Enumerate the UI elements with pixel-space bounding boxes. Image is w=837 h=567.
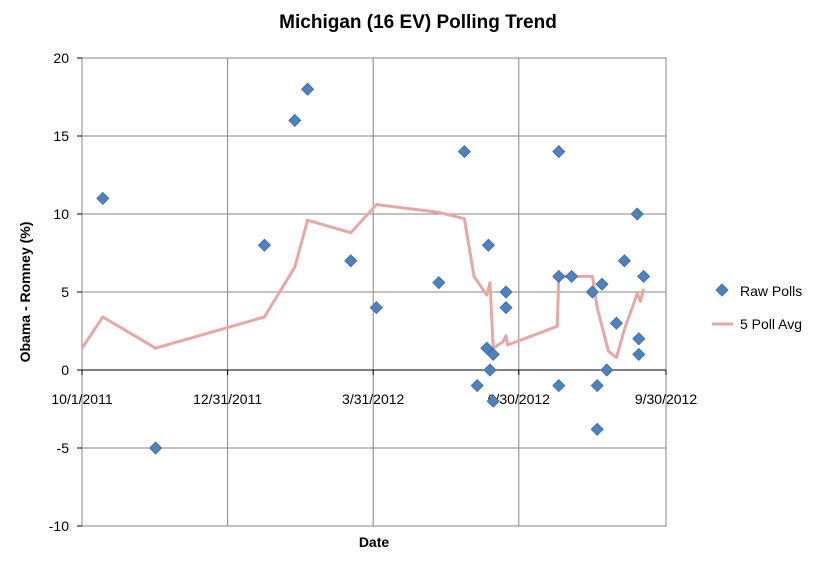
series-line-5-poll-avg bbox=[80, 203, 646, 359]
tick-label-y: 10 bbox=[53, 206, 69, 222]
data-point bbox=[432, 276, 446, 290]
chart-title: Michigan (16 EV) Polling Trend bbox=[279, 12, 557, 33]
legend: Raw Polls 5 Poll Avg bbox=[712, 283, 802, 332]
tick-label-y: 20 bbox=[53, 50, 69, 66]
data-point bbox=[565, 269, 579, 283]
y-axis-title: Obama - Romney (%) bbox=[17, 222, 33, 363]
data-point bbox=[595, 277, 609, 291]
tick-label-x: 12/31/2011 bbox=[193, 391, 262, 407]
data-point bbox=[486, 347, 500, 361]
tick-label-y: 0 bbox=[61, 362, 69, 378]
data-point bbox=[288, 113, 302, 127]
y-axis-ticks: -10 -5 0 5 10 15 20 bbox=[49, 50, 82, 534]
x-axis-title: Date bbox=[359, 534, 390, 550]
tick-label-y: -5 bbox=[57, 440, 70, 456]
data-point bbox=[486, 394, 500, 408]
data-point bbox=[609, 316, 623, 330]
tick-label-x: 9/30/2012 bbox=[635, 391, 697, 407]
tick-label-x: 6/30/2012 bbox=[488, 391, 550, 407]
data-point bbox=[481, 238, 495, 252]
data-point bbox=[499, 285, 513, 299]
data-point bbox=[499, 301, 513, 315]
data-point bbox=[630, 207, 644, 221]
legend-label-5-poll-avg: 5 Poll Avg bbox=[740, 316, 802, 332]
data-point bbox=[369, 301, 383, 315]
data-point bbox=[617, 254, 631, 268]
data-point bbox=[637, 269, 651, 283]
data-point bbox=[600, 363, 614, 377]
data-point bbox=[590, 422, 604, 436]
x-axis-ticks: 10/1/2011 12/31/2011 3/31/2012 6/30/2012 9/3… bbox=[51, 370, 697, 407]
data-point bbox=[552, 379, 566, 393]
data-point bbox=[632, 332, 646, 346]
data-point bbox=[552, 145, 566, 159]
data-point bbox=[632, 347, 646, 361]
data-point bbox=[344, 254, 358, 268]
legend-marker-raw-polls bbox=[715, 283, 729, 297]
data-point bbox=[590, 379, 604, 393]
data-point bbox=[585, 285, 599, 299]
tick-label-x: 10/1/2011 bbox=[51, 391, 112, 407]
data-point bbox=[301, 82, 315, 96]
data-point bbox=[480, 341, 494, 355]
legend-label-raw-polls: Raw Polls bbox=[740, 283, 802, 299]
raw-poll-points bbox=[96, 82, 651, 455]
tick-label-y: -10 bbox=[49, 518, 69, 534]
data-point bbox=[457, 145, 471, 159]
data-point bbox=[470, 379, 484, 393]
data-point bbox=[96, 191, 110, 205]
tick-label-y: 5 bbox=[61, 284, 69, 300]
data-point bbox=[483, 363, 497, 377]
data-point bbox=[552, 269, 566, 283]
tick-label-y: 15 bbox=[53, 128, 69, 144]
data-point bbox=[149, 441, 163, 455]
data-point bbox=[257, 238, 271, 252]
tick-label-x: 3/31/2012 bbox=[342, 391, 404, 407]
